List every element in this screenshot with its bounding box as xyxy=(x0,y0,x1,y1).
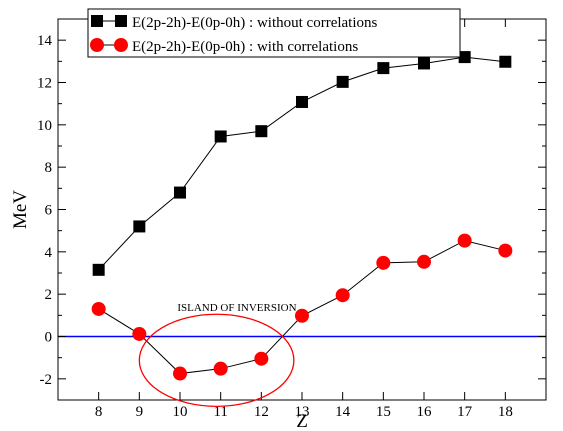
y-tick-label: 12 xyxy=(37,76,52,92)
x-tick-label: 14 xyxy=(335,404,351,420)
axis-layer: 8 9 10 11 12 13 14 15 16 17 18 -2 0 2 4 6 8 10 12 14 xyxy=(37,19,546,420)
x-tick-label: 10 xyxy=(173,404,188,420)
y-tick-label: 8 xyxy=(45,160,53,176)
island-of-inversion-ellipse xyxy=(138,313,295,407)
x-tick-label: 17 xyxy=(457,404,473,420)
legend-box xyxy=(87,8,461,58)
data-point-square xyxy=(133,220,146,233)
data-point-circle xyxy=(173,366,187,381)
data-point-circle xyxy=(91,301,106,316)
y-tick-label: 0 xyxy=(45,330,53,346)
y-tick-label: 14 xyxy=(37,33,53,49)
data-point-square xyxy=(499,55,512,68)
data-point-circle xyxy=(254,351,269,366)
x-tick-label: 16 xyxy=(417,404,433,420)
data-point-square xyxy=(214,130,227,143)
data-point-circle xyxy=(376,255,391,270)
legend-marker-circle xyxy=(114,38,128,52)
legend-marker-square xyxy=(91,15,103,27)
x-tick-label: 11 xyxy=(213,404,227,420)
series-line xyxy=(98,240,506,375)
x-axis-title: Z xyxy=(296,411,308,431)
series-line xyxy=(98,56,506,271)
plot-area-frame xyxy=(57,18,547,401)
data-point-square xyxy=(296,95,308,108)
legend-marker-square xyxy=(115,15,127,27)
data-point-circle xyxy=(132,326,147,341)
data-point-square xyxy=(458,51,471,64)
series-layer xyxy=(91,51,513,381)
data-point-circle xyxy=(417,254,431,269)
x-tick-label: 18 xyxy=(498,404,513,420)
y-tick-label: 4 xyxy=(45,245,53,261)
data-point-square xyxy=(377,62,390,75)
legend: E(2p-2h)-E(0p-0h) : without correlations… xyxy=(87,8,461,58)
legend-entry-with-correlations: E(2p-2h)-E(0p-0h) : with correlations xyxy=(90,38,358,55)
legend-entry-without-correlations: E(2p-2h)-E(0p-0h) : without correlations xyxy=(91,15,378,31)
data-point-square xyxy=(92,263,105,276)
data-point-square xyxy=(255,125,268,138)
data-point-circle xyxy=(335,288,350,303)
y-tick-label: 2 xyxy=(45,287,53,303)
x-tick-label: 9 xyxy=(136,404,144,420)
x-tick-label: 15 xyxy=(376,404,391,420)
y-tick-label: 10 xyxy=(37,118,52,134)
data-point-square xyxy=(336,75,349,88)
y-tick-label: -2 xyxy=(40,372,53,388)
y-axis-title: MeV xyxy=(10,190,31,229)
legend-label-with-correlations: E(2p-2h)-E(0p-0h) : with correlations xyxy=(132,39,358,55)
data-point-circle xyxy=(295,308,309,323)
y-tick-label: 6 xyxy=(45,203,53,219)
legend-label-without-correlations: E(2p-2h)-E(0p-0h) : without correlations xyxy=(132,15,378,31)
x-tick-label: 12 xyxy=(254,404,269,420)
island-of-inversion-label: ISLAND OF INVERSION xyxy=(177,302,296,314)
x-tick-label: 13 xyxy=(295,404,310,420)
data-point-square xyxy=(418,57,430,70)
data-point-circle xyxy=(213,361,228,376)
legend-marker-circle xyxy=(90,38,104,52)
data-point-circle xyxy=(457,233,472,248)
x-tick-label: 8 xyxy=(95,404,103,420)
data-point-circle xyxy=(498,243,513,258)
data-point-square xyxy=(174,186,186,199)
